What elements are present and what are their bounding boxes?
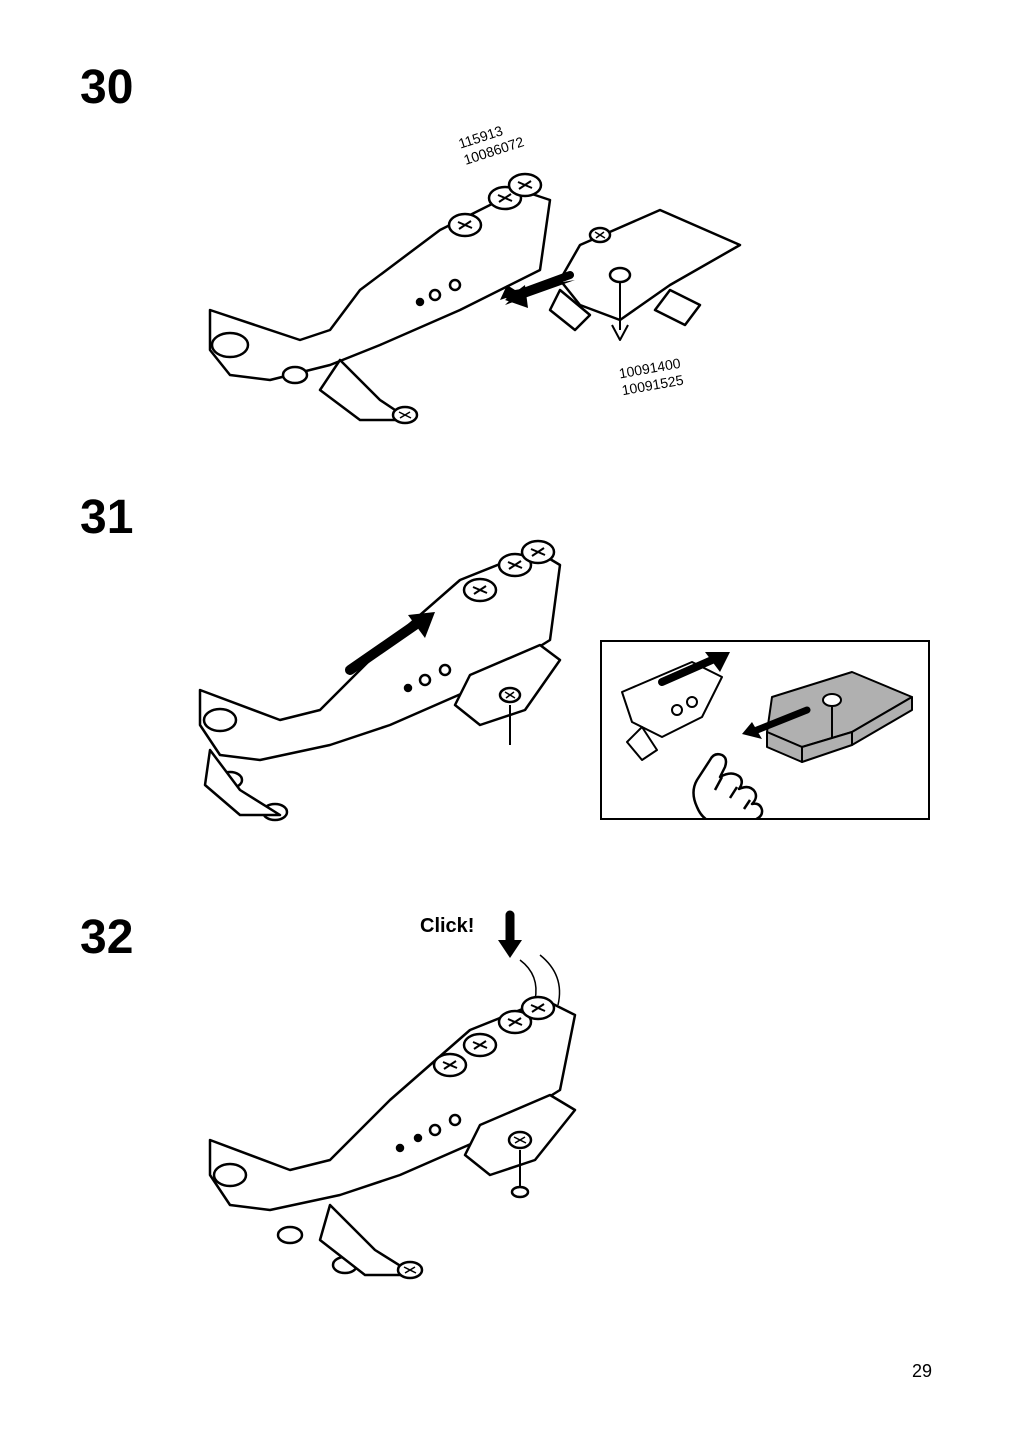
hinge-slide-icon xyxy=(180,510,600,840)
instruction-page: 30 xyxy=(0,0,1012,1432)
diagram-step-30: 115913 10086072 10091400 10091525 xyxy=(180,90,780,430)
step-number-31: 31 xyxy=(80,490,133,545)
step-30: 30 xyxy=(80,60,932,430)
diagram-step-31 xyxy=(180,510,930,850)
inset-detail-icon xyxy=(602,642,928,818)
page-number: 29 xyxy=(912,1361,932,1382)
step-number-30: 30 xyxy=(80,60,133,115)
diagram-step-32: Click! xyxy=(180,910,680,1290)
hinge-clicked-icon xyxy=(180,930,680,1300)
step-32: 32 Click! xyxy=(80,910,932,1290)
inset-detail-box xyxy=(600,640,930,820)
hand-pointing-icon xyxy=(694,754,763,818)
step-number-32: 32 xyxy=(80,910,133,965)
step-31: 31 xyxy=(80,490,932,850)
